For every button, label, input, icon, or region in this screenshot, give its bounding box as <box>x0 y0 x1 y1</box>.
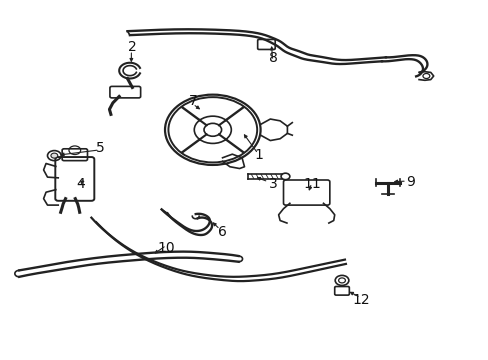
Text: 10: 10 <box>157 241 175 255</box>
Text: 5: 5 <box>96 141 105 155</box>
Text: 6: 6 <box>218 225 226 239</box>
Text: 9: 9 <box>405 175 414 189</box>
Circle shape <box>51 153 58 158</box>
Text: 8: 8 <box>269 51 278 65</box>
Text: 4: 4 <box>77 177 85 190</box>
Text: 12: 12 <box>352 293 369 307</box>
Text: 1: 1 <box>254 148 263 162</box>
Text: 2: 2 <box>128 40 137 54</box>
Text: 7: 7 <box>188 94 197 108</box>
Text: 11: 11 <box>303 177 321 190</box>
Text: 3: 3 <box>269 177 278 190</box>
